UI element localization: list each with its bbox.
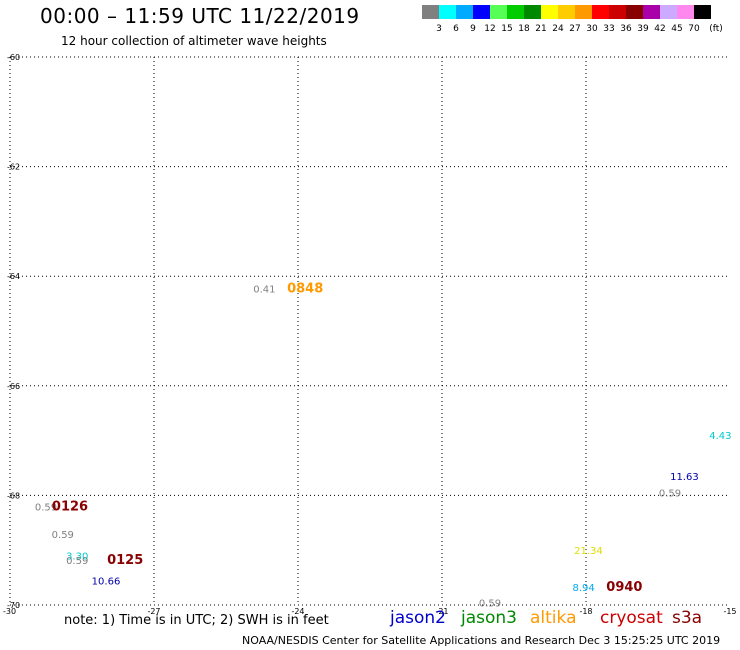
y-tick-label: -60 [7,53,20,62]
y-tick-label: -70 [7,601,20,610]
data-point-label: 0.59 [52,530,74,541]
y-tick-label: -62 [7,163,20,172]
legend-swatch [439,5,456,19]
data-point-label: 0.59 [66,556,88,567]
satellite-altika: altika [530,608,577,628]
data-point-label: 21.34 [574,546,603,557]
legend-swatch [507,5,524,19]
legend-swatch [643,5,660,19]
y-tick-label: -68 [7,491,20,500]
x-tick-label: -30 [3,607,16,616]
satellite-cryosat: cryosat [600,608,663,628]
legend-tick-label: 30 [586,24,598,34]
legend-tick-label: 21 [535,24,546,34]
legend-tick-label: 36 [620,24,632,34]
legend-swatch [490,5,507,19]
chart-title: 00:00 – 11:59 UTC 11/22/2019 [40,4,360,28]
legend-swatch [694,5,711,19]
legend-tick-label: 6 [453,24,459,34]
legend-swatch [677,5,694,19]
x-tick-label: -21 [435,607,448,616]
data-point-label: 0.59 [659,489,681,500]
legend-tick-label: 15 [501,24,512,34]
x-tick-label: -18 [579,607,592,616]
footer-note: note: 1) Time is in UTC; 2) SWH is in fe… [64,613,329,628]
data-point-label: 0125 [107,553,143,568]
data-point-label: 10.66 [92,576,121,587]
data-point-label: 0126 [52,499,88,514]
legend-swatch [592,5,609,19]
legend-unit-label: (ft) [709,24,723,34]
legend-tick-label: 33 [603,24,614,34]
satellite-jason3: jason3 [461,608,517,628]
legend-tick-label: 9 [470,24,476,34]
legend-tick-label: 3 [436,24,442,34]
legend-tick-label: 42 [654,24,665,34]
legend-swatch [473,5,490,19]
data-point-label: 4.43 [709,431,731,442]
y-tick-label: -64 [7,272,20,281]
footer-credit: NOAA/NESDIS Center for Satellite Applica… [242,634,721,647]
satellite-jason2: jason2 [390,608,446,628]
x-tick-label: -27 [147,607,160,616]
data-point-label: 0.41 [253,284,275,295]
legend-swatch [660,5,677,19]
x-tick-label: -24 [291,607,304,616]
legend-swatch [575,5,592,19]
legend-tick-label: 70 [688,24,700,34]
legend-swatch [524,5,541,19]
legend-tick-label: 39 [637,24,649,34]
x-tick-label: -15 [723,607,736,616]
data-point-label: 0.59 [479,598,501,609]
legend-swatch [541,5,558,19]
legend-tick-label: 27 [569,24,580,34]
data-point-label: 0848 [287,281,323,296]
y-tick-label: -66 [7,382,20,391]
legend-tick-label: 12 [484,24,495,34]
data-point-label: 11.63 [670,472,699,483]
satellite-s3a: s3a [672,608,703,628]
chart-subtitle: 12 hour collection of altimeter wave hei… [61,34,327,48]
legend-swatch [558,5,575,19]
legend-swatch [456,5,473,19]
legend-tick-label: 18 [518,24,530,34]
legend-swatch [422,5,439,19]
data-point-label: 0.59 [35,502,57,513]
legend-tick-label: 45 [671,24,682,34]
legend-swatch [626,5,643,19]
legend-swatch [609,5,626,19]
data-point-label: 0940 [606,580,642,595]
data-point-label: 3.30 [66,552,88,563]
legend-tick-label: 24 [552,24,564,34]
data-point-label: 8.94 [572,583,594,594]
